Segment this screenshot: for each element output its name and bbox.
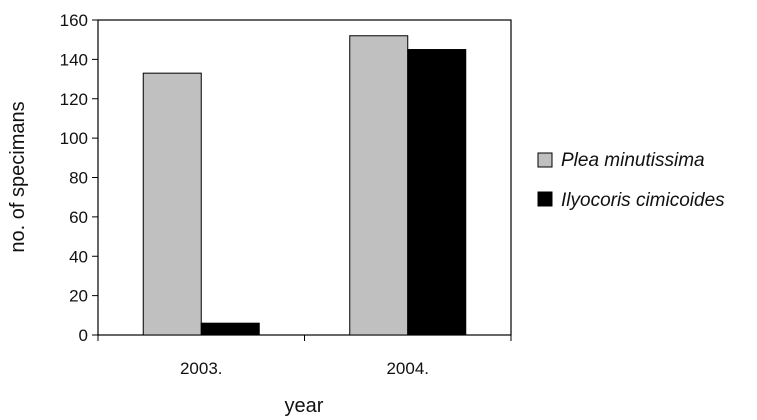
bars — [142, 35, 467, 336]
x-tick-label: 2004. — [386, 359, 429, 378]
legend-swatch-ilyocoris-cimicoides — [537, 191, 553, 207]
y-axis-title: no. of specimans — [7, 101, 29, 252]
y-tick-label: 20 — [69, 287, 88, 306]
bar-ilyocoris-cimicoides-2003 — [200, 322, 260, 336]
bar-plea-minutissima-2003 — [142, 72, 202, 336]
x-tick-label: 2003. — [180, 359, 223, 378]
y-tick-label: 100 — [60, 129, 88, 148]
legend-swatch-plea-minutissima — [537, 152, 553, 168]
y-tick-label: 0 — [79, 326, 88, 345]
y-tick-label: 140 — [60, 50, 88, 69]
x-axis-title: year — [285, 395, 324, 417]
y-axis-ticks: 0 20 40 60 80 100 120 140 160 — [60, 11, 98, 345]
y-tick-label: 80 — [69, 169, 88, 188]
bar-ilyocoris-cimicoides-2004 — [407, 49, 467, 336]
legend-item-plea-minutissima: Plea minutissima — [537, 150, 705, 171]
legend-item-ilyocoris-cimicoides: Ilyocoris cimicoides — [537, 190, 725, 211]
plot-area: 0 20 40 60 80 100 120 140 160 2003. 2004. — [60, 11, 512, 378]
y-tick-label: 60 — [69, 208, 88, 227]
legend-label-ilyocoris-cimicoides: Ilyocoris cimicoides — [561, 190, 725, 211]
x-axis-ticks: 2003. 2004. — [97, 335, 512, 378]
y-tick-label: 120 — [60, 90, 88, 109]
y-tick-label: 40 — [69, 247, 88, 266]
legend-label-plea-minutissima: Plea minutissima — [561, 150, 705, 171]
y-tick-label: 160 — [60, 11, 88, 30]
legend: Plea minutissima Ilyocoris cimicoides — [537, 150, 725, 211]
bar-plea-minutissima-2004 — [349, 35, 409, 336]
